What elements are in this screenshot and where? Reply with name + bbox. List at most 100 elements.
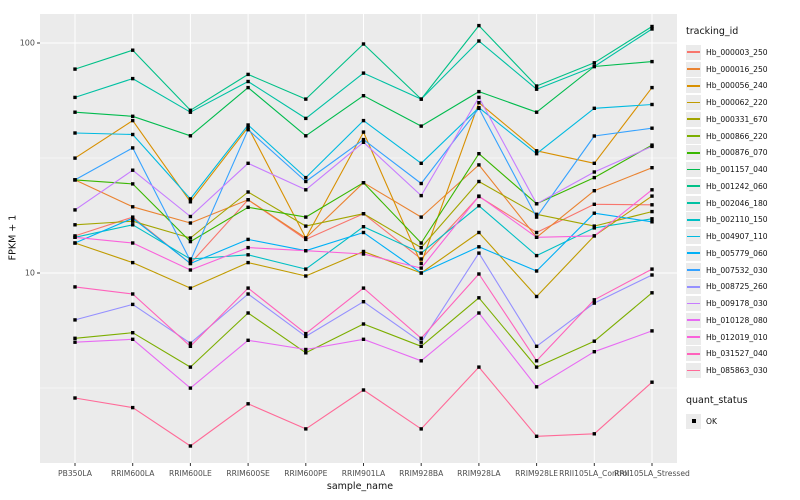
legend-item-label: Hb_000062_220 — [706, 98, 768, 108]
x-tick-label: RRIM600PE — [284, 469, 327, 478]
x-tick-label: RRIM928BA — [399, 469, 444, 478]
data-point — [361, 230, 366, 235]
data-point — [73, 241, 77, 245]
data-point — [188, 214, 193, 219]
data-point — [188, 200, 193, 204]
data-point — [246, 338, 250, 342]
legend-key-box — [686, 61, 701, 77]
data-point — [246, 161, 250, 165]
legend-item-Hb_009178_030: Hb_009178_030 — [686, 295, 798, 312]
data-point — [246, 190, 250, 194]
data-point — [73, 67, 77, 71]
legend-line-swatch-icon — [687, 135, 700, 137]
data-point — [304, 97, 308, 101]
data-point — [419, 359, 423, 363]
data-point — [650, 24, 654, 29]
data-point — [246, 79, 250, 84]
data-point — [304, 224, 308, 228]
legend-item-Hb_012019_010: Hb_012019_010 — [686, 329, 798, 346]
data-point — [188, 386, 193, 390]
legend-item-Hb_000056_240: Hb_000056_240 — [686, 78, 798, 95]
data-point — [534, 212, 539, 216]
data-point — [592, 175, 596, 180]
data-point — [304, 188, 308, 192]
data-point — [131, 48, 135, 52]
data-point — [131, 168, 135, 172]
legend-panel: tracking_id Hb_000003_250 Hb_000016_250 Hb… — [686, 26, 798, 430]
legend-item-Hb_000003_250: Hb_000003_250 — [686, 44, 798, 61]
legend-item-label: Hb_009178_030 — [706, 299, 768, 309]
data-point — [592, 211, 596, 215]
data-point — [304, 134, 308, 138]
data-point — [477, 95, 481, 100]
legend-key-box — [686, 279, 701, 295]
data-point — [477, 194, 481, 198]
legend-key-box — [686, 78, 701, 94]
x-tick-label: RRII105LA_Control — [559, 469, 629, 478]
legend-item-Hb_005779_060: Hb_005779_060 — [686, 245, 798, 262]
legend-line-swatch-icon — [687, 84, 700, 87]
data-point — [419, 344, 423, 348]
data-point — [73, 336, 77, 340]
data-point — [477, 101, 481, 105]
legend-key-box — [686, 44, 701, 60]
data-point — [304, 427, 308, 431]
data-point — [131, 331, 135, 335]
legend-item-Hb_001157_040: Hb_001157_040 — [686, 161, 798, 178]
legend-item-label: Hb_031527_040 — [706, 349, 768, 359]
data-point — [419, 251, 423, 255]
data-point — [650, 273, 654, 277]
data-point — [188, 444, 193, 448]
legend-item-label: Hb_085863_030 — [706, 366, 768, 376]
x-tick-label: RRIM600LA — [111, 469, 155, 478]
data-point — [361, 94, 366, 98]
data-point — [650, 329, 654, 333]
data-point — [534, 385, 539, 389]
data-point — [419, 161, 423, 165]
data-point — [304, 334, 308, 339]
legend-item-label: Hb_000003_250 — [706, 47, 768, 57]
data-point — [131, 223, 135, 227]
data-point — [650, 194, 654, 198]
data-point — [477, 272, 481, 276]
data-point — [592, 161, 596, 165]
data-point — [650, 220, 654, 224]
legend-line-swatch-icon — [687, 252, 700, 255]
data-point — [304, 116, 308, 121]
legend-item-label: Hb_012019_010 — [706, 332, 768, 342]
data-point — [419, 257, 423, 261]
data-point — [246, 402, 250, 406]
data-point — [131, 241, 135, 245]
data-point — [534, 235, 539, 239]
legend-item-Hb_002110_150: Hb_002110_150 — [686, 212, 798, 229]
data-point — [650, 209, 654, 214]
data-point — [534, 344, 539, 348]
data-point — [419, 97, 423, 101]
legend-item-label: Hb_000866_220 — [706, 131, 768, 141]
legend-item-label: Hb_001242_060 — [706, 181, 768, 191]
legend-item-label: Hb_005779_060 — [706, 248, 768, 258]
data-point — [650, 188, 654, 192]
data-point — [73, 285, 77, 289]
data-point — [246, 253, 250, 257]
data-point — [650, 144, 654, 149]
data-point — [246, 245, 250, 250]
legend-key-box — [686, 312, 701, 328]
legend-item-label: OK — [706, 416, 717, 426]
y-tick-label: 10 — [25, 269, 35, 278]
data-point — [361, 225, 366, 229]
data-point — [650, 166, 654, 170]
x-tick-label: RRIM928LA — [457, 469, 501, 478]
legend-item-Hb_000876_070: Hb_000876_070 — [686, 145, 798, 162]
legend-item-label: Hb_000056_240 — [706, 81, 768, 91]
data-point — [73, 235, 77, 239]
data-point — [650, 380, 654, 384]
data-point — [534, 253, 539, 258]
data-point — [131, 260, 135, 265]
legend-key-box — [686, 195, 701, 211]
data-point — [304, 175, 308, 180]
legend-key-box — [686, 128, 701, 144]
data-point — [188, 236, 193, 240]
black-square-marker-icon — [691, 419, 696, 424]
y-axis-title: FPKM + 1 — [7, 214, 19, 261]
